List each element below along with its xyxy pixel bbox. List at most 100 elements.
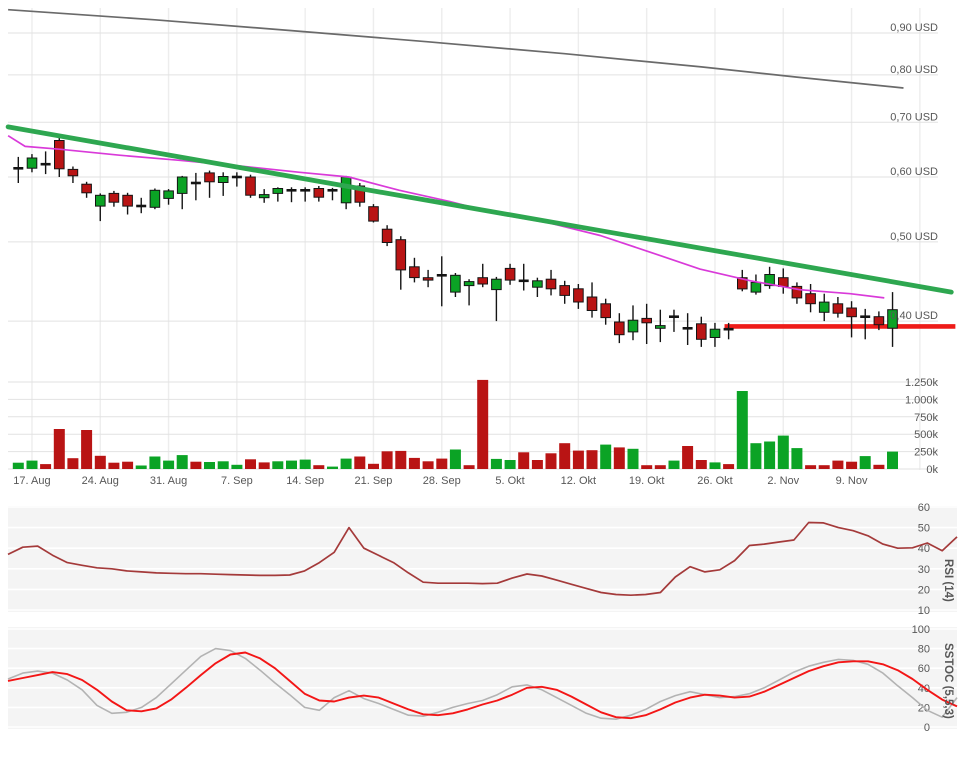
candle-body-down: [696, 323, 707, 340]
volume-bar: [791, 448, 803, 469]
rsi-panel-background: [8, 506, 957, 612]
axis-label: 17. Aug: [13, 475, 50, 487]
rsi-panel: 60 50 40 30 20 10 RSI (14): [7, 502, 958, 617]
volume-bar: [709, 462, 721, 469]
candle-body-up: [258, 194, 270, 199]
candle: [764, 266, 775, 289]
candles: [13, 137, 898, 347]
volume-bar: [846, 461, 858, 469]
axis-label: 0,40 USD: [890, 310, 938, 322]
volume-bar: [272, 461, 284, 469]
candle: [381, 225, 393, 247]
volume-bar: [832, 460, 844, 469]
candle-body-up: [627, 319, 639, 333]
candle-body-up: [818, 301, 830, 313]
candle-body-down: [204, 172, 215, 183]
volume-bar: [436, 458, 448, 469]
candle: [737, 269, 748, 292]
benchmark-line: [8, 8, 904, 89]
axis-label: 0: [924, 722, 930, 734]
candle: [368, 204, 379, 223]
candle: [641, 303, 653, 344]
volume-bar: [258, 462, 270, 469]
candle: [559, 280, 571, 304]
candle: [586, 282, 598, 318]
volume-bar: [887, 451, 898, 469]
candle: [286, 187, 297, 203]
candle: [176, 175, 188, 210]
candle: [258, 189, 270, 203]
axis-label: 19. Okt: [629, 475, 664, 487]
axis-label: 0,60 USD: [890, 166, 938, 178]
volume-bar: [477, 379, 489, 469]
sstoc-d-line: [7, 651, 958, 720]
volume-bar: [750, 443, 762, 469]
candle: [81, 181, 92, 198]
doji-body: [190, 181, 201, 185]
volume-bar: [40, 464, 52, 469]
volume-bar: [545, 453, 557, 469]
candle: [614, 313, 625, 344]
candle-body-up: [340, 176, 352, 204]
volume-axis-labels: 1.250k 1.000k 750k 500k 250k 0k: [905, 377, 939, 476]
candle: [709, 322, 721, 347]
candle-body-down: [477, 277, 488, 285]
candle: [450, 273, 461, 297]
doji-body: [13, 167, 24, 170]
candle: [40, 151, 51, 175]
axis-label: 0,50 USD: [890, 231, 938, 243]
axis-label: 1.250k: [905, 377, 939, 389]
volume-bar: [299, 459, 311, 469]
candle-body-down: [245, 176, 256, 196]
candle: [436, 256, 447, 307]
axis-label: 750k: [914, 412, 938, 424]
doji-body: [860, 315, 871, 318]
candle: [163, 189, 174, 205]
volume-bar: [204, 462, 215, 469]
candle: [545, 269, 557, 296]
candle-body-down: [614, 321, 625, 336]
candle: [231, 172, 242, 187]
axis-label: 60: [918, 502, 930, 514]
axis-label: 24. Aug: [82, 475, 119, 487]
candle: [682, 313, 693, 345]
candle-body-up: [217, 176, 229, 183]
volume-bar: [531, 460, 543, 469]
candle: [723, 322, 734, 340]
volume-bar: [463, 465, 475, 469]
doji-body: [231, 175, 242, 179]
volume-bar: [368, 463, 379, 469]
candle-body-down: [832, 303, 844, 314]
axis-label: 21. Sep: [354, 475, 392, 487]
candle: [300, 187, 311, 202]
doji-body: [682, 327, 693, 330]
axis-label: 9. Nov: [836, 475, 868, 487]
axis-label: 26. Okt: [697, 475, 732, 487]
volume-bar: [327, 466, 338, 469]
volume-bar: [245, 459, 256, 469]
volume-bar: [67, 458, 79, 469]
volume-bars: [12, 379, 898, 469]
candle: [327, 187, 338, 201]
candle: [108, 190, 120, 207]
axis-label: 40: [918, 543, 930, 555]
candle-body-down: [846, 307, 857, 318]
candle: [477, 263, 488, 288]
axis-label: 12. Okt: [561, 475, 596, 487]
candle: [54, 137, 65, 177]
candle: [409, 257, 420, 283]
candle-body-up: [709, 328, 721, 339]
candle: [655, 309, 666, 343]
volume-bar: [286, 460, 297, 469]
candle-body-down: [586, 296, 598, 311]
volume-bar: [81, 430, 93, 469]
volume-bar: [818, 465, 830, 469]
candle: [395, 236, 407, 290]
volume-bar: [641, 465, 653, 469]
candle: [518, 263, 529, 291]
volume-bar: [764, 441, 776, 469]
candle: [832, 297, 844, 318]
sstoc-k-line: [7, 647, 958, 721]
candle: [887, 292, 898, 347]
candle-body-down: [422, 277, 434, 281]
